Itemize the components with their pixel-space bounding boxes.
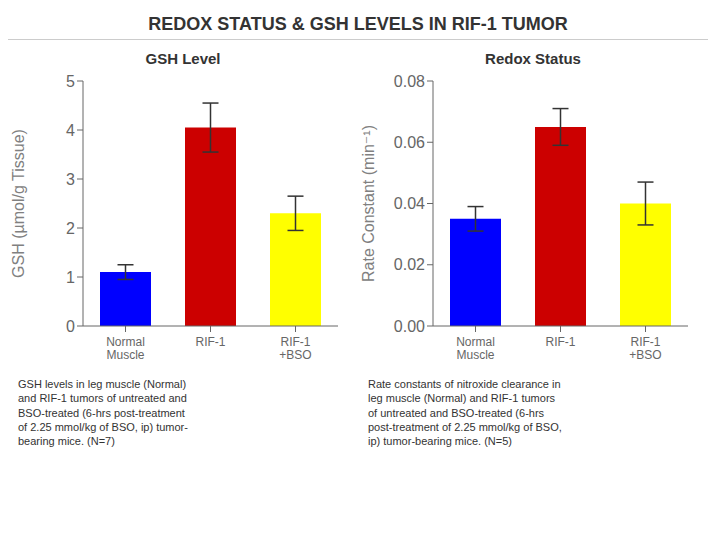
svg-text:4: 4 <box>66 122 75 139</box>
svg-text:0.06: 0.06 <box>394 134 425 151</box>
svg-text:0.04: 0.04 <box>394 195 425 212</box>
html-text:GSH levels in leg muscle (Norm: GSH levels in leg muscle (Normal) and RI… <box>18 378 188 448</box>
svg-text:0.00: 0.00 <box>394 318 425 335</box>
svg-text:RIF-1+BSO: RIF-1+BSO <box>279 335 311 362</box>
svg-text:RIF-1+BSO: RIF-1+BSO <box>629 335 661 362</box>
svg-text:NormalMuscle: NormalMuscle <box>106 335 145 362</box>
svg-text:3: 3 <box>66 171 75 188</box>
svg-text:GSH (µmol/g Tissue): GSH (µmol/g Tissue) <box>10 129 27 278</box>
html-text:GSH Level: GSH Level <box>145 50 221 67</box>
svg-text:NormalMuscle: NormalMuscle <box>456 335 495 362</box>
html-text:Redox Status: Redox Status <box>485 50 581 67</box>
svg-text:1: 1 <box>66 269 75 286</box>
svg-text:0.02: 0.02 <box>394 256 425 273</box>
svg-text:0: 0 <box>66 318 75 335</box>
html-text:REDOX STATUS & GSH LEVELS IN R: REDOX STATUS & GSH LEVELS IN RIF-1 TUMOR <box>148 14 568 34</box>
html-text:Rate constants of nitroxide cl: Rate constants of nitroxide clearance in… <box>368 378 562 448</box>
svg-text:0.08: 0.08 <box>394 73 425 90</box>
svg-text:RIF-1: RIF-1 <box>196 335 226 349</box>
svg-text:Rate Constant (min⁻¹): Rate Constant (min⁻¹) <box>360 125 377 282</box>
svg-text:RIF-1: RIF-1 <box>546 335 576 349</box>
svg-text:5: 5 <box>66 73 75 90</box>
svg-text:2: 2 <box>66 220 75 237</box>
